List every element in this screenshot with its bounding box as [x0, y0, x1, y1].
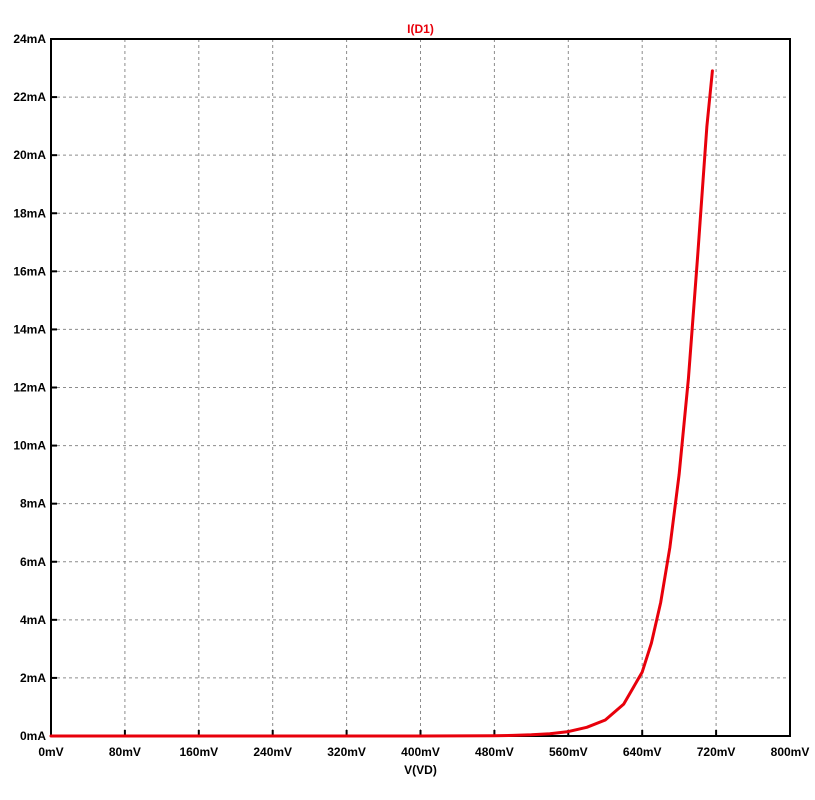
x-tick-label: 320mV: [327, 745, 366, 759]
x-tick-label: 240mV: [253, 745, 292, 759]
y-tick-label: 8mA: [20, 497, 46, 511]
y-tick-label: 6mA: [20, 555, 46, 569]
y-tick-label: 16mA: [13, 264, 46, 278]
x-tick-label: 800mV: [771, 745, 810, 759]
x-tick-label: 640mV: [623, 745, 662, 759]
y-tick-label: 20mA: [13, 148, 46, 162]
y-tick-label: 22mA: [13, 90, 46, 104]
x-tick-label: 720mV: [697, 745, 736, 759]
y-tick-label: 12mA: [13, 381, 46, 395]
x-tick-label: 160mV: [179, 745, 218, 759]
y-tick-label: 24mA: [13, 32, 46, 46]
x-tick-label: 560mV: [549, 745, 588, 759]
x-axis-title: V(VD): [404, 763, 437, 777]
y-tick-label: 14mA: [13, 322, 46, 336]
grid-lines: [51, 39, 790, 736]
y-tick-label: 10mA: [13, 439, 46, 453]
y-tick-label: 18mA: [13, 206, 46, 220]
y-tick-label: 2mA: [20, 671, 46, 685]
x-tick-label: 0mV: [38, 745, 63, 759]
series-line-0: [49, 69, 714, 738]
x-tick-label: 400mV: [401, 745, 440, 759]
x-tick-label: 480mV: [475, 745, 514, 759]
x-tick-label: 80mV: [109, 745, 141, 759]
axis-ticks: 0mV 80mV 160mV 240mV 320mV 400mV 480mV 560mV 640…: [13, 32, 809, 759]
y-tick-label: 0mA: [20, 729, 46, 743]
series-title: I(D1): [407, 22, 434, 36]
y-tick-label: 4mA: [20, 613, 46, 627]
series-layer: [49, 69, 714, 738]
